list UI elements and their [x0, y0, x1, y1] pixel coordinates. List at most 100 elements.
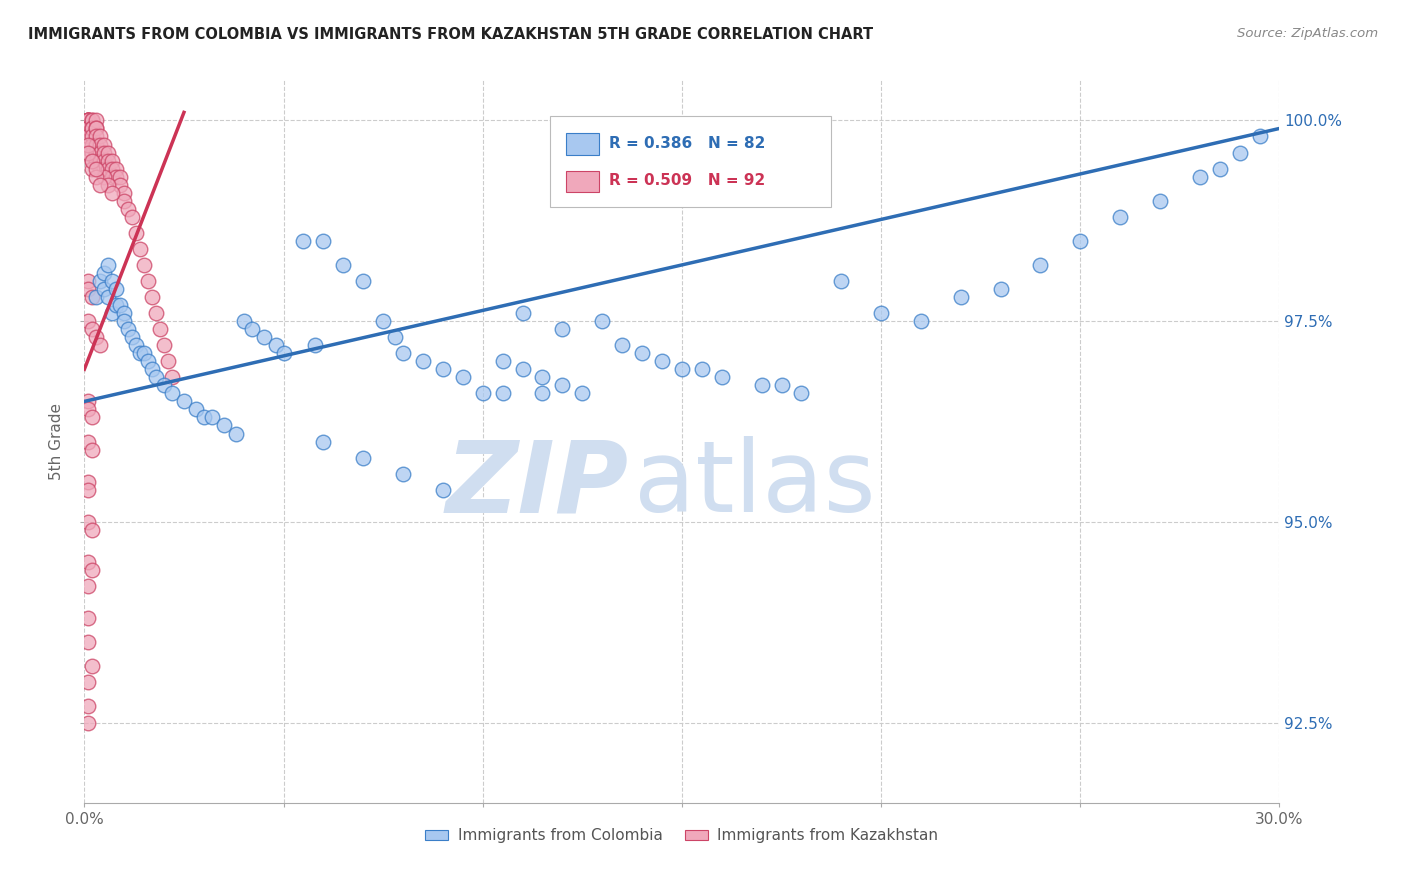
Point	[86, 129, 108, 144]
Point	[160, 370, 183, 384]
Point	[82, 153, 104, 168]
Point	[132, 258, 156, 272]
Point	[392, 346, 415, 360]
Point	[82, 290, 104, 304]
Point	[770, 378, 793, 392]
Point	[86, 330, 108, 344]
Point	[141, 290, 163, 304]
Point	[690, 362, 713, 376]
Point	[145, 306, 167, 320]
Legend: Immigrants from Colombia, Immigrants from Kazakhstan: Immigrants from Colombia, Immigrants fro…	[419, 822, 945, 849]
Point	[1229, 145, 1251, 160]
Point	[93, 145, 115, 160]
Point	[110, 298, 132, 312]
Point	[77, 515, 100, 529]
Point	[89, 129, 111, 144]
Point	[790, 386, 813, 401]
Text: atlas: atlas	[634, 436, 876, 533]
Point	[82, 121, 104, 136]
Point	[86, 121, 108, 136]
Point	[132, 346, 156, 360]
Point	[312, 434, 335, 449]
Point	[312, 234, 335, 248]
Text: IMMIGRANTS FROM COLOMBIA VS IMMIGRANTS FROM KAZAKHSTAN 5TH GRADE CORRELATION CHA: IMMIGRANTS FROM COLOMBIA VS IMMIGRANTS F…	[28, 27, 873, 42]
Point	[551, 322, 574, 336]
Point	[184, 402, 207, 417]
Point	[101, 274, 124, 288]
Point	[93, 266, 115, 280]
Point	[129, 242, 152, 256]
FancyBboxPatch shape	[551, 117, 831, 207]
Text: R = 0.386   N = 82: R = 0.386 N = 82	[609, 136, 765, 151]
Point	[253, 330, 276, 344]
Point	[86, 153, 108, 168]
Point	[77, 715, 100, 730]
Point	[86, 113, 108, 128]
Point	[105, 161, 128, 176]
Point	[82, 659, 104, 673]
Point	[110, 169, 132, 184]
Point	[82, 113, 104, 128]
Point	[412, 354, 434, 368]
Point	[212, 418, 235, 433]
Point	[105, 169, 128, 184]
Point	[101, 153, 124, 168]
Point	[93, 169, 115, 184]
Point	[77, 434, 100, 449]
Point	[432, 483, 454, 497]
FancyBboxPatch shape	[567, 133, 599, 154]
Point	[105, 298, 128, 312]
Point	[86, 137, 108, 152]
Point	[82, 410, 104, 425]
Point	[86, 169, 108, 184]
Text: Source: ZipAtlas.com: Source: ZipAtlas.com	[1237, 27, 1378, 40]
Point	[830, 274, 852, 288]
Point	[77, 113, 100, 128]
Point	[77, 675, 100, 690]
Point	[710, 370, 733, 384]
Point	[89, 338, 111, 352]
Point	[112, 314, 135, 328]
Point	[82, 322, 104, 336]
Point	[77, 394, 100, 409]
Point	[149, 322, 172, 336]
Point	[332, 258, 354, 272]
Point	[77, 274, 100, 288]
Point	[89, 274, 111, 288]
Point	[77, 635, 100, 649]
Point	[571, 386, 593, 401]
Point	[89, 145, 111, 160]
Point	[117, 202, 139, 216]
Point	[125, 226, 148, 240]
Point	[136, 274, 159, 288]
Point	[671, 362, 693, 376]
Point	[531, 370, 554, 384]
Point	[751, 378, 773, 392]
Point	[77, 113, 100, 128]
Point	[1209, 161, 1232, 176]
Point	[273, 346, 295, 360]
Point	[97, 258, 120, 272]
Point	[990, 282, 1012, 296]
Point	[1188, 169, 1211, 184]
Point	[112, 306, 135, 320]
Point	[77, 113, 100, 128]
Point	[77, 699, 100, 714]
Point	[86, 161, 108, 176]
Point	[512, 306, 534, 320]
Point	[870, 306, 893, 320]
Point	[392, 467, 415, 481]
Point	[97, 145, 120, 160]
Point	[117, 322, 139, 336]
Point	[97, 161, 120, 176]
Point	[157, 354, 180, 368]
Point	[512, 362, 534, 376]
Point	[105, 282, 128, 296]
Point	[93, 137, 115, 152]
Point	[77, 145, 100, 160]
Point	[1249, 129, 1271, 144]
Point	[77, 129, 100, 144]
Point	[129, 346, 152, 360]
Point	[471, 386, 494, 401]
Point	[77, 483, 100, 497]
